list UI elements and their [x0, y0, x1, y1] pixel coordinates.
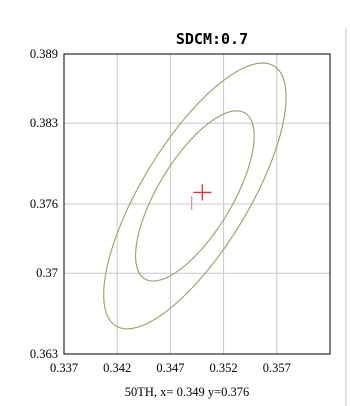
inner-ellipse — [134, 110, 255, 282]
x-tick-label: 0.342 — [103, 361, 131, 375]
y-tick-label: 0.383 — [30, 116, 58, 130]
y-tick-label: 0.389 — [30, 47, 58, 61]
marker-layer — [191, 184, 212, 210]
ellipse-layer — [103, 62, 287, 330]
y-tick-label: 0.37 — [36, 266, 58, 280]
coordinate-readout: 50TH, x= 0.349 y=0.376 — [125, 385, 250, 399]
y-tick-label: 0.376 — [30, 197, 58, 211]
chart-title: SDCM:0.7 — [176, 30, 248, 48]
y-tick-label: 0.363 — [30, 347, 58, 361]
x-tick-label: 0.357 — [263, 361, 291, 375]
tick-label-layer: 0.337 0.342 0.347 0.352 0.357 0.363 0.37 0.376 0… — [30, 47, 291, 375]
outer-ellipse — [103, 62, 287, 330]
x-tick-label: 0.337 — [50, 361, 78, 375]
x-tick-label: 0.352 — [210, 361, 238, 375]
x-tick-label: 0.347 — [156, 361, 184, 375]
plot-frame — [63, 53, 331, 355]
